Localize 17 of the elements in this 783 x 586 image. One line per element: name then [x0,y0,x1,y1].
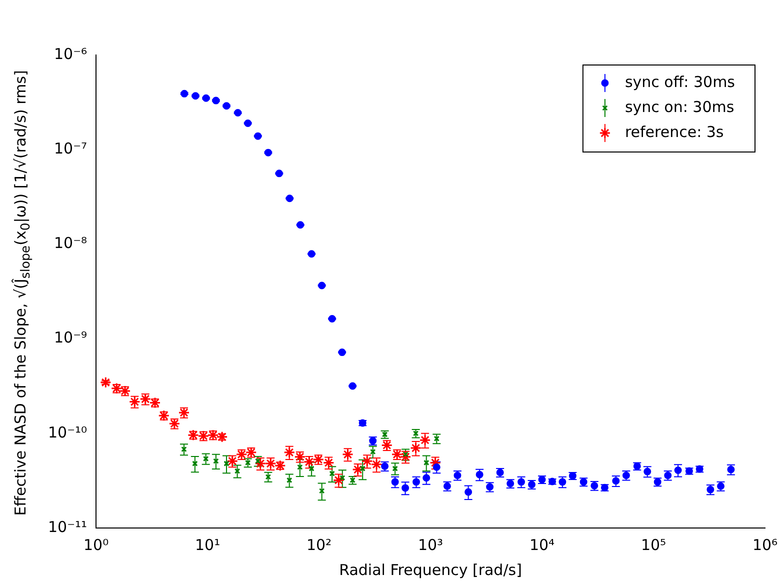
y-tick-label: 10⁻⁸ [54,234,88,252]
legend-label: reference: 3s [624,122,724,141]
x-tick-label: 10¹ [194,536,220,554]
x-tick-label: 10² [306,536,332,554]
y-tick-label: 10⁻¹⁰ [48,423,88,442]
y-tick-label: 10⁻⁷ [54,139,88,158]
x-tick-label: 10⁴ [529,536,555,554]
x-tick-label: 10⁵ [640,536,666,554]
x-axis-title: Radial Frequency [rad/s] [339,560,522,579]
y-tick-label: 10⁻⁶ [54,44,88,63]
x-tick-label: 10³ [418,536,444,554]
y-tick-label: 10⁻¹¹ [48,518,88,536]
x-tick-label: 10⁶ [752,536,778,554]
legend-label: sync on: 30ms [624,98,734,116]
y-tick-label: 10⁻⁹ [54,328,88,347]
legend-label: sync off: 30ms [624,72,736,91]
x-tick-label: 10⁰ [83,536,109,554]
